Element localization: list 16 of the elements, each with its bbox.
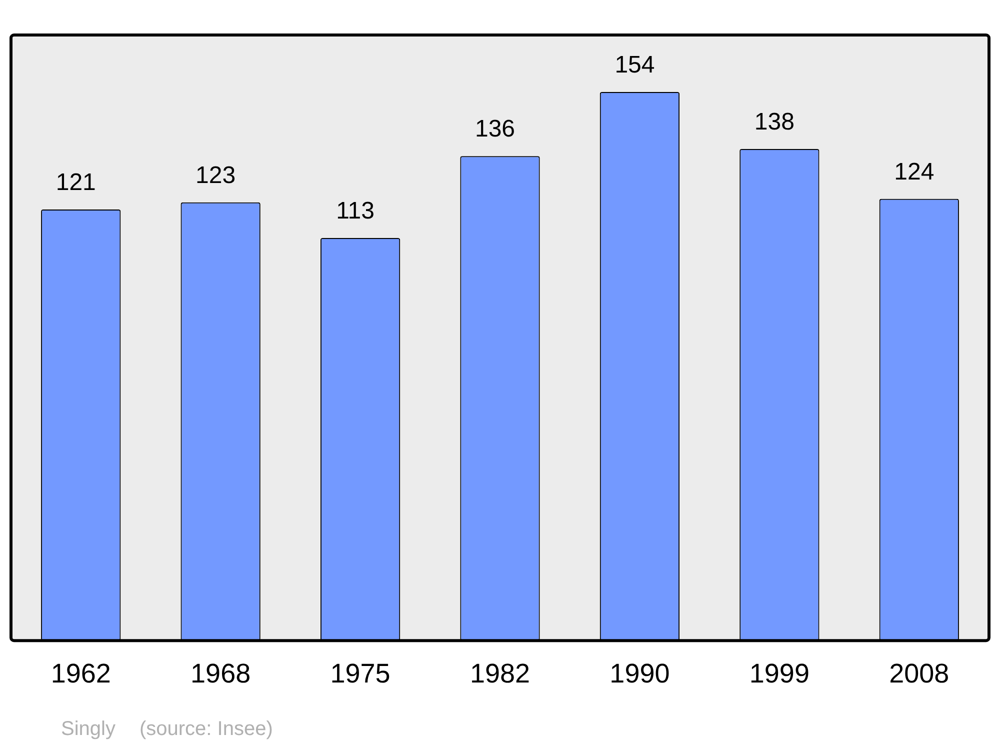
text: (source: Insee) <box>139 718 273 740</box>
x-tick-label: 1990 <box>610 658 670 688</box>
data-label: 123 <box>196 162 236 190</box>
data-label: 113 <box>336 198 374 225</box>
text: Singly <box>61 718 116 740</box>
data-label: 136 <box>474 116 516 143</box>
x-tick-label: 1962 <box>50 658 111 688</box>
data-label: 138 <box>754 108 794 136</box>
data-label: 121 <box>56 169 96 196</box>
data-label: 124 <box>894 158 934 186</box>
x-tick-label: 1975 <box>330 658 390 688</box>
x-tick-label: 1982 <box>470 658 530 688</box>
x-tick-label: 1968 <box>190 658 251 688</box>
x-tick-label: 1999 <box>749 658 810 688</box>
data-label: 154 <box>614 52 655 79</box>
x-tick-label: 2008 <box>889 658 950 688</box>
